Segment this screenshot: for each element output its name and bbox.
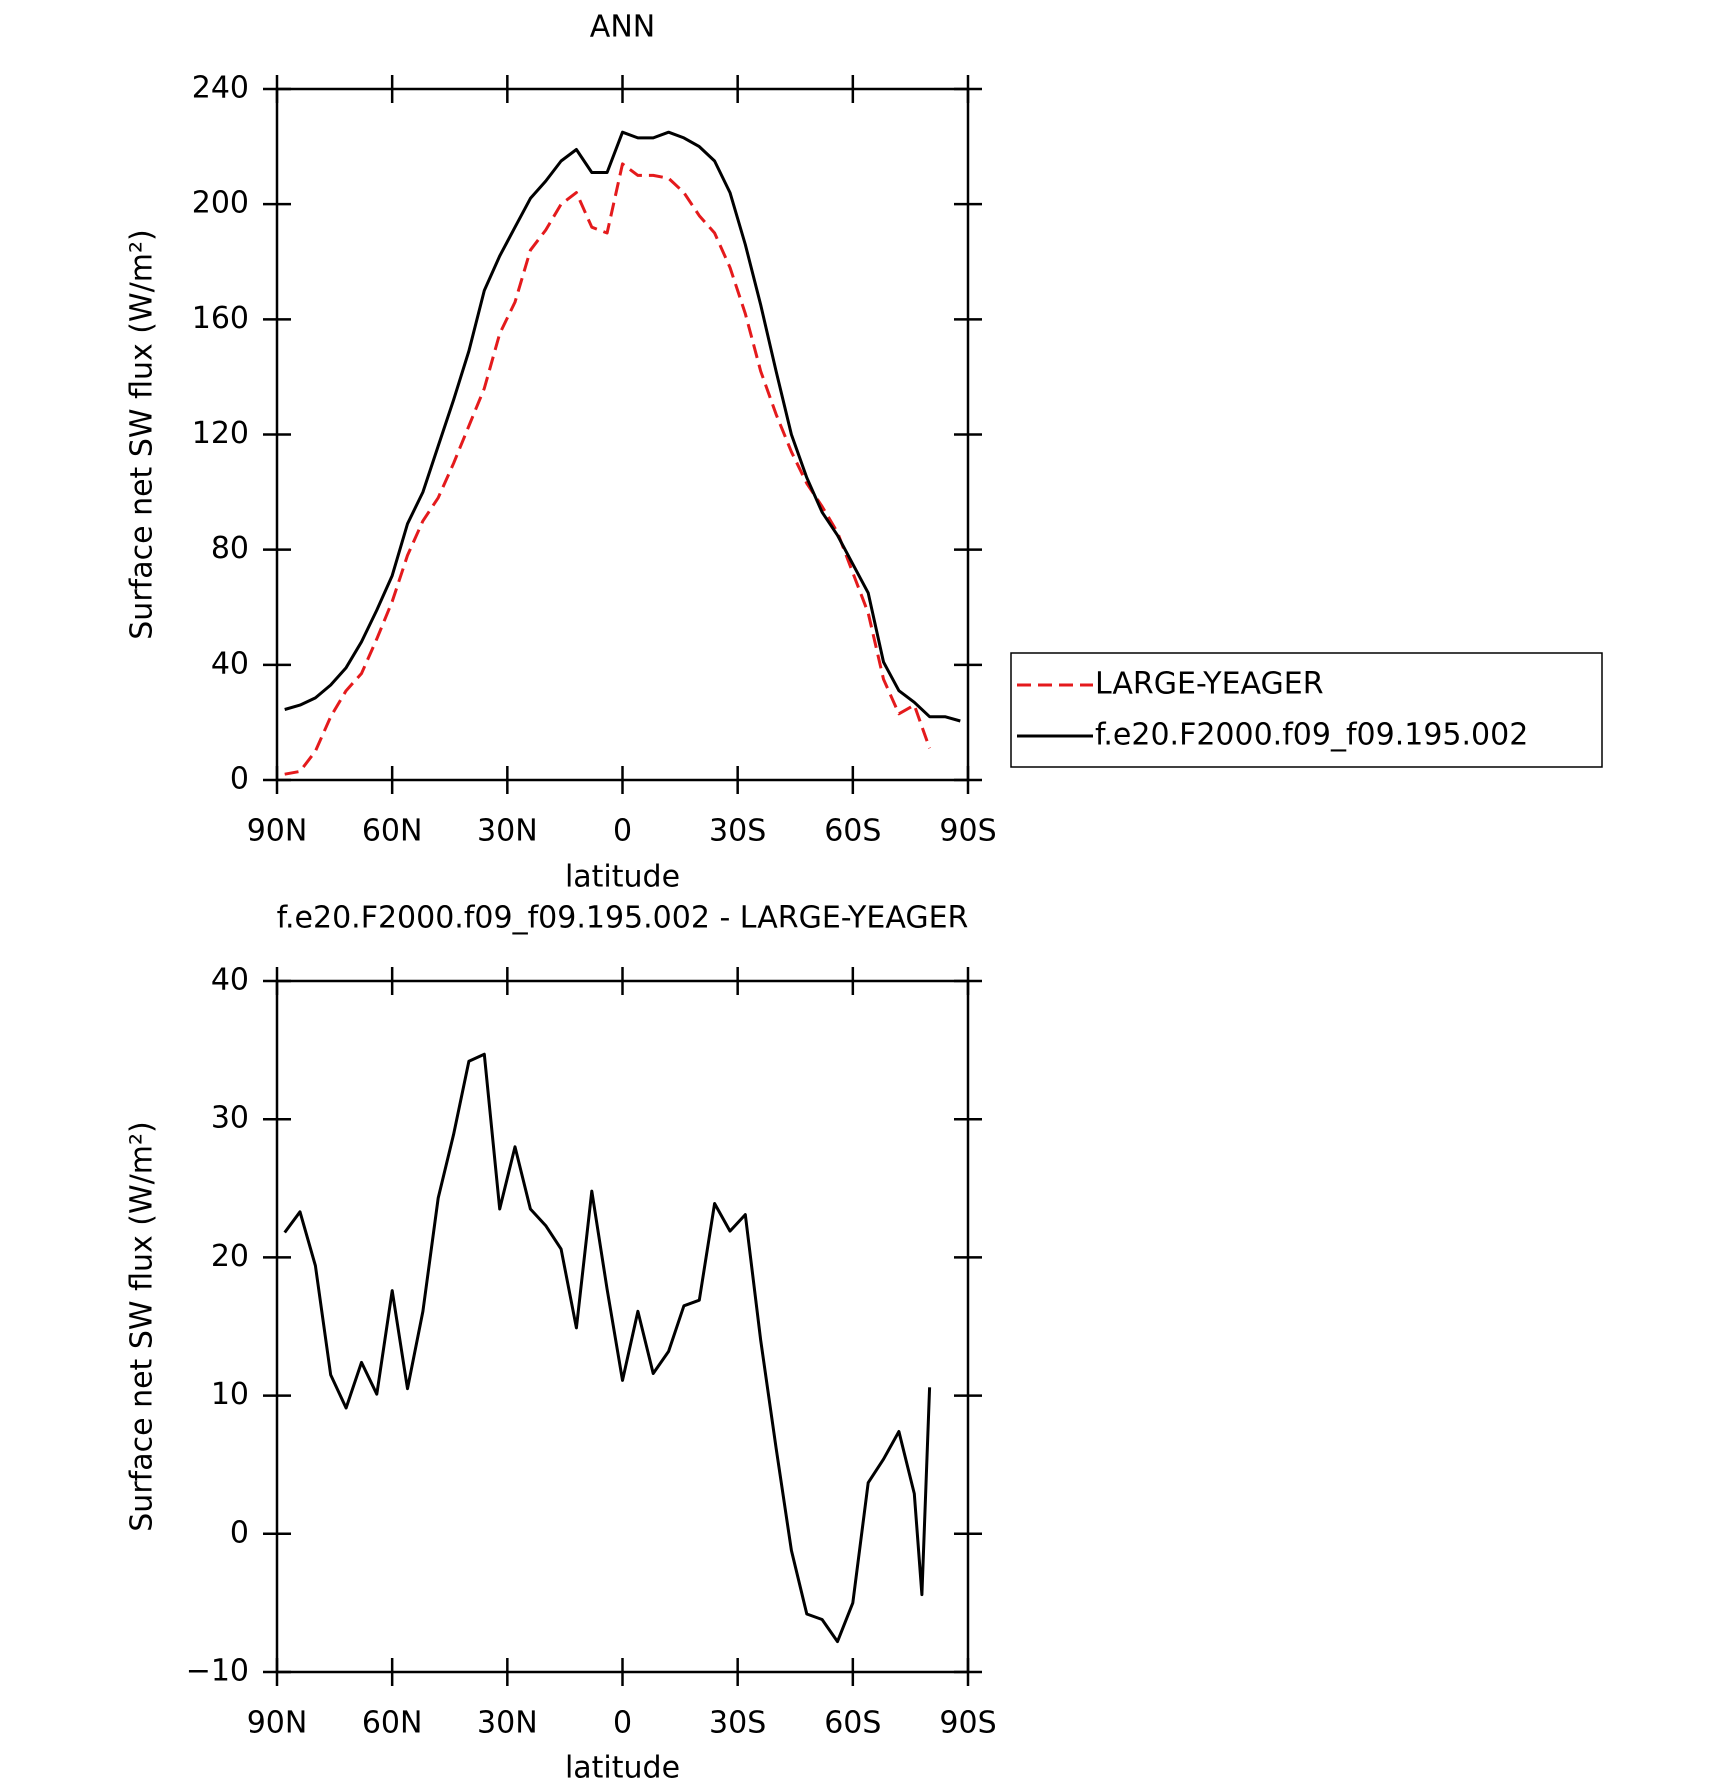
series-line bbox=[283, 1052, 932, 1644]
x-tick-label: 60S bbox=[824, 1706, 881, 1741]
x-tick-label: 90S bbox=[939, 1706, 996, 1741]
chart-title: ANN bbox=[590, 10, 655, 45]
y-tick-label: 20 bbox=[211, 1239, 249, 1274]
legend-label: f.e20.F2000.f09_f09.195.002 bbox=[1095, 718, 1528, 753]
x-tick-label: 60S bbox=[824, 814, 881, 849]
y-tick-label: 80 bbox=[211, 531, 249, 566]
y-tick-label: 0 bbox=[230, 762, 249, 797]
y-tick-label: −10 bbox=[186, 1654, 249, 1689]
x-tick-label: 90N bbox=[247, 814, 308, 849]
x-tick-label: 0 bbox=[613, 1706, 632, 1741]
x-tick-label: 30S bbox=[709, 814, 766, 849]
y-tick-label: 120 bbox=[192, 416, 249, 451]
x-axis-label: latitude bbox=[565, 860, 680, 895]
chart-title: f.e20.F2000.f09_f09.195.002 - LARGE-YEAG… bbox=[277, 901, 969, 936]
y-tick-label: 30 bbox=[211, 1101, 249, 1136]
plot-frame bbox=[275, 979, 970, 1674]
x-tick-label: 60N bbox=[362, 1706, 423, 1741]
y-tick-label: 10 bbox=[211, 1377, 249, 1412]
y-tick-label: 0 bbox=[230, 1515, 249, 1550]
y-tick-label: 200 bbox=[192, 186, 249, 221]
legend-box bbox=[1010, 652, 1603, 768]
x-tick-label: 60N bbox=[362, 814, 423, 849]
y-tick-label: 40 bbox=[211, 963, 249, 998]
plot-frame bbox=[275, 87, 970, 782]
x-tick-label: 90N bbox=[247, 1706, 308, 1741]
x-tick-label: 0 bbox=[613, 814, 632, 849]
x-tick-label: 30N bbox=[477, 1706, 538, 1741]
y-tick-label: 240 bbox=[192, 71, 249, 106]
legend-label: LARGE-YEAGER bbox=[1095, 667, 1324, 702]
y-tick-label: 160 bbox=[192, 301, 249, 336]
y-tick-label: 40 bbox=[211, 646, 249, 681]
y-axis-label: Surface net SW flux (W/m²) bbox=[125, 1121, 160, 1531]
y-axis-label: Surface net SW flux (W/m²) bbox=[125, 229, 160, 639]
series-line bbox=[284, 130, 961, 723]
x-tick-label: 30N bbox=[477, 814, 538, 849]
series-line bbox=[284, 162, 932, 776]
x-tick-label: 90S bbox=[939, 814, 996, 849]
x-axis-label: latitude bbox=[565, 1751, 680, 1786]
x-tick-label: 30S bbox=[709, 1706, 766, 1741]
